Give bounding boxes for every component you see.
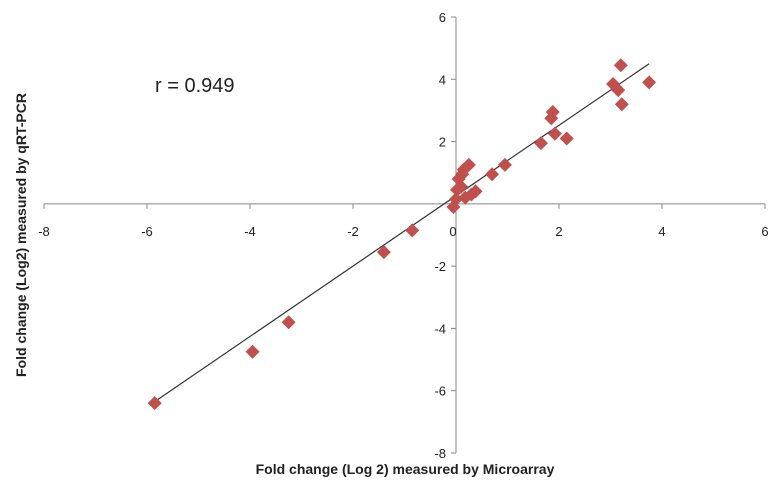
- y-tick-label: 4: [439, 72, 446, 87]
- x-tick-label: -2: [347, 224, 359, 239]
- data-point: [454, 179, 469, 194]
- x-tick-label: -4: [244, 224, 256, 239]
- y-tick-label: 6: [439, 10, 446, 25]
- x-ticks: -8 -6 -4 -2 0 2 4 6: [38, 203, 769, 239]
- data-point: [545, 104, 560, 119]
- data-point: [642, 75, 657, 90]
- data-point: [405, 223, 420, 238]
- data-point: [147, 396, 162, 411]
- data-point: [611, 83, 626, 98]
- y-tick-label: -8: [434, 446, 446, 461]
- y-tick-label: 2: [439, 135, 446, 150]
- data-point: [614, 97, 629, 112]
- correlation-annotation: r = 0.949: [155, 75, 235, 97]
- x-tick-label: -6: [141, 224, 153, 239]
- x-tick-label: -8: [38, 224, 50, 239]
- data-point: [245, 344, 260, 359]
- y-ticks: -8 -6 -4 -2 2 4 6: [434, 10, 456, 461]
- data-point: [376, 245, 391, 260]
- data-point: [497, 157, 512, 172]
- y-tick-label: -6: [434, 384, 446, 399]
- data-point: [461, 157, 476, 172]
- data-point: [449, 192, 463, 207]
- data-point: [468, 184, 483, 199]
- x-tick-label: 4: [658, 224, 665, 239]
- y-tick-label: -2: [434, 259, 446, 274]
- x-tick-label: 2: [555, 224, 562, 239]
- data-points: [147, 58, 657, 411]
- data-point: [281, 315, 296, 330]
- data-point: [613, 58, 628, 73]
- y-axis-title: Fold change (Log2) measured by qRT-PCR: [13, 93, 29, 377]
- data-point: [547, 126, 562, 141]
- axes: -8 -6 -4 -2 0 2 4 6 -8 -6 -4 -2 2 4 6: [38, 10, 768, 461]
- x-axis-title: Fold change (Log 2) measured by Microarr…: [256, 461, 555, 477]
- y-tick-label: -4: [434, 321, 446, 336]
- x-tick-label: 0: [449, 224, 456, 239]
- data-point: [533, 136, 548, 151]
- trendline: [154, 63, 650, 403]
- data-point: [559, 131, 574, 146]
- x-tick-label: 6: [761, 224, 768, 239]
- data-point: [485, 167, 500, 182]
